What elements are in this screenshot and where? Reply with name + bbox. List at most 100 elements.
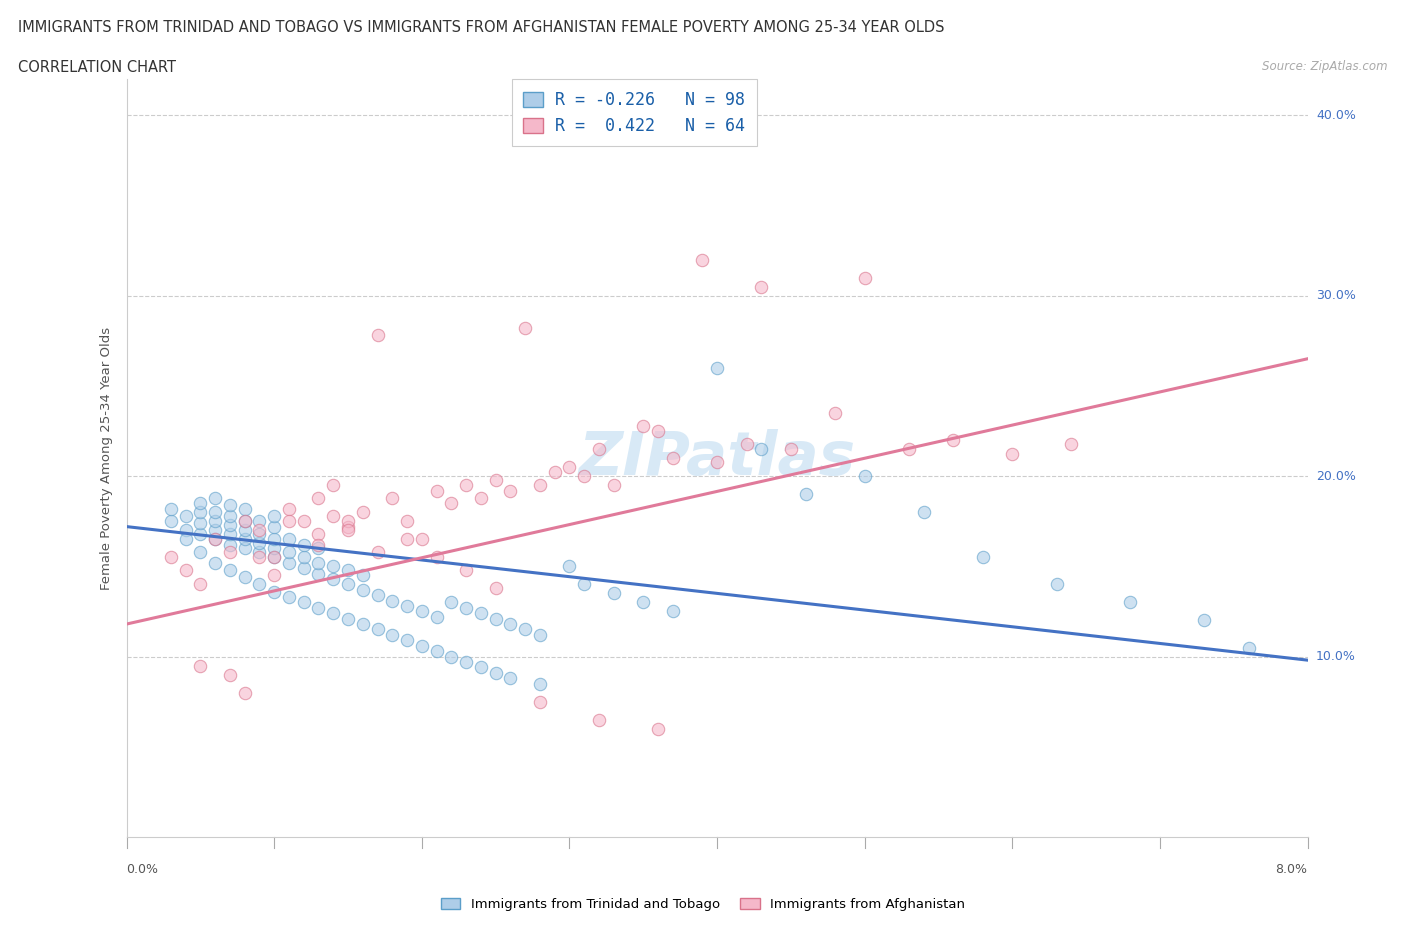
Point bbox=[381, 490, 404, 505]
Point bbox=[233, 513, 256, 528]
Point bbox=[307, 566, 329, 581]
Point bbox=[574, 469, 596, 484]
Point bbox=[529, 478, 551, 493]
Point bbox=[972, 550, 994, 565]
Point bbox=[647, 423, 669, 438]
Point bbox=[352, 568, 374, 583]
Point bbox=[499, 617, 522, 631]
Point bbox=[779, 442, 801, 457]
Point bbox=[690, 252, 713, 267]
Point bbox=[396, 532, 419, 547]
Point bbox=[292, 595, 315, 610]
Point bbox=[233, 570, 256, 585]
Point bbox=[499, 671, 522, 685]
Point bbox=[307, 541, 329, 556]
Point bbox=[425, 483, 447, 498]
Point bbox=[454, 655, 477, 670]
Text: Source: ZipAtlas.com: Source: ZipAtlas.com bbox=[1263, 60, 1388, 73]
Point bbox=[278, 513, 301, 528]
Point bbox=[396, 632, 419, 647]
Point bbox=[322, 572, 344, 587]
Point bbox=[1001, 447, 1024, 462]
Point bbox=[529, 694, 551, 709]
Point bbox=[292, 550, 315, 565]
Point bbox=[174, 532, 197, 547]
Point bbox=[543, 465, 565, 480]
Point bbox=[160, 501, 183, 516]
Point bbox=[337, 513, 360, 528]
Point bbox=[307, 601, 329, 616]
Point bbox=[204, 523, 226, 538]
Point bbox=[633, 595, 655, 610]
Point bbox=[204, 555, 226, 570]
Point bbox=[396, 513, 419, 528]
Point bbox=[794, 486, 817, 501]
Point bbox=[352, 582, 374, 597]
Text: 40.0%: 40.0% bbox=[1316, 109, 1355, 122]
Legend: R = -0.226   N = 98, R =  0.422   N = 64: R = -0.226 N = 98, R = 0.422 N = 64 bbox=[512, 79, 756, 146]
Point bbox=[425, 609, 447, 624]
Point bbox=[263, 541, 285, 556]
Point bbox=[233, 532, 256, 547]
Point bbox=[484, 611, 508, 626]
Point bbox=[278, 590, 301, 604]
Point bbox=[247, 536, 270, 551]
Point bbox=[188, 515, 211, 530]
Point bbox=[263, 509, 285, 524]
Point bbox=[484, 665, 508, 680]
Point bbox=[603, 478, 626, 493]
Point bbox=[735, 436, 758, 451]
Point bbox=[322, 559, 344, 574]
Point bbox=[278, 544, 301, 559]
Legend: Immigrants from Trinidad and Tobago, Immigrants from Afghanistan: Immigrants from Trinidad and Tobago, Imm… bbox=[436, 893, 970, 916]
Text: 0.0%: 0.0% bbox=[127, 863, 159, 876]
Point bbox=[515, 622, 537, 637]
Point bbox=[853, 469, 876, 484]
Point bbox=[484, 580, 508, 595]
Point bbox=[278, 555, 301, 570]
Point bbox=[219, 538, 242, 552]
Text: 8.0%: 8.0% bbox=[1275, 863, 1308, 876]
Point bbox=[160, 513, 183, 528]
Point bbox=[307, 490, 329, 505]
Point bbox=[1192, 613, 1215, 628]
Point bbox=[188, 544, 211, 559]
Text: IMMIGRANTS FROM TRINIDAD AND TOBAGO VS IMMIGRANTS FROM AFGHANISTAN FEMALE POVERT: IMMIGRANTS FROM TRINIDAD AND TOBAGO VS I… bbox=[18, 20, 945, 35]
Point bbox=[219, 509, 242, 524]
Point bbox=[366, 544, 388, 559]
Point bbox=[529, 676, 551, 691]
Point bbox=[470, 605, 492, 620]
Point bbox=[322, 478, 344, 493]
Point bbox=[219, 563, 242, 578]
Point bbox=[751, 279, 773, 294]
Point bbox=[219, 526, 242, 541]
Point bbox=[337, 563, 360, 578]
Point bbox=[942, 432, 965, 447]
Text: 20.0%: 20.0% bbox=[1316, 470, 1355, 483]
Point bbox=[322, 605, 344, 620]
Point bbox=[751, 442, 773, 457]
Point bbox=[352, 505, 374, 520]
Point bbox=[219, 544, 242, 559]
Point bbox=[204, 532, 226, 547]
Text: CORRELATION CHART: CORRELATION CHART bbox=[18, 60, 176, 75]
Point bbox=[307, 526, 329, 541]
Point bbox=[233, 541, 256, 556]
Point bbox=[247, 550, 270, 565]
Point bbox=[233, 501, 256, 516]
Point bbox=[454, 478, 477, 493]
Point bbox=[174, 523, 197, 538]
Point bbox=[278, 501, 301, 516]
Point bbox=[233, 685, 256, 700]
Point bbox=[188, 496, 211, 511]
Point bbox=[440, 649, 463, 664]
Point bbox=[366, 622, 388, 637]
Point bbox=[337, 577, 360, 591]
Point bbox=[337, 523, 360, 538]
Point bbox=[647, 722, 669, 737]
Point bbox=[219, 498, 242, 512]
Point bbox=[574, 577, 596, 591]
Point bbox=[219, 667, 242, 682]
Point bbox=[588, 442, 610, 457]
Point bbox=[897, 442, 920, 457]
